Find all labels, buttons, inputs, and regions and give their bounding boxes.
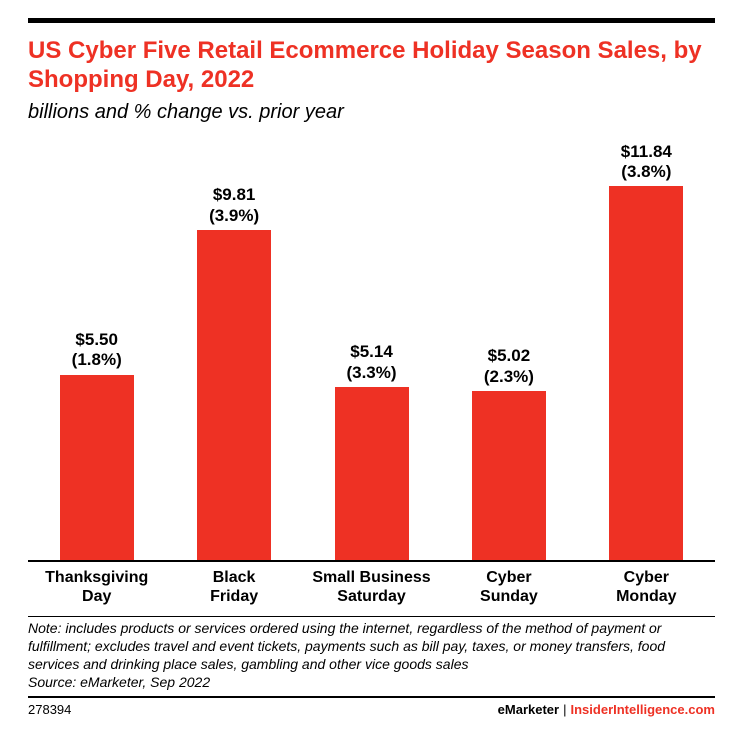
- category-label: Small BusinessSaturday: [303, 568, 440, 606]
- bottom-rule: [28, 696, 715, 698]
- brand-separator: |: [563, 702, 566, 717]
- footer-brands: eMarketer | InsiderIntelligence.com: [498, 702, 715, 717]
- source-line: Source: eMarketer, Sep 2022: [28, 674, 715, 690]
- bar-slot: $5.14(3.3%): [303, 142, 440, 560]
- bar-slot: $5.50(1.8%): [28, 142, 165, 560]
- bar-slot: $5.02(2.3%): [440, 142, 577, 560]
- bar-slot: $11.84(3.8%): [578, 142, 715, 560]
- bar: [60, 375, 134, 560]
- category-axis: ThanksgivingDayBlackFridaySmall Business…: [28, 568, 715, 606]
- bar: [472, 391, 546, 560]
- top-rule: [28, 18, 715, 23]
- bar: [335, 387, 409, 560]
- footer: 278394 eMarketer | InsiderIntelligence.com: [28, 702, 715, 717]
- category-label: CyberMonday: [578, 568, 715, 606]
- bar-value-label: $5.50(1.8%): [72, 330, 122, 371]
- footnote: Note: includes products or services orde…: [28, 619, 715, 674]
- bar-value-label: $5.02(2.3%): [484, 346, 534, 387]
- note-rule: [28, 616, 715, 617]
- category-label: CyberSunday: [440, 568, 577, 606]
- bar-slot: $9.81(3.9%): [165, 142, 302, 560]
- bar-value-label: $9.81(3.9%): [209, 185, 259, 226]
- bar-value-label: $11.84(3.8%): [621, 142, 672, 183]
- category-label: BlackFriday: [165, 568, 302, 606]
- bar: [197, 230, 271, 560]
- brand-emarketer: eMarketer: [498, 702, 559, 717]
- chart-subtitle: billions and % change vs. prior year: [28, 101, 715, 124]
- chart-title: US Cyber Five Retail Ecommerce Holiday S…: [28, 37, 715, 95]
- brand-insider: InsiderIntelligence.com: [571, 702, 716, 717]
- bar-value-label: $5.14(3.3%): [346, 342, 396, 383]
- bar-chart: $5.50(1.8%) $9.81(3.9%) $5.14(3.3%) $5.02(2…: [28, 142, 715, 562]
- bar: [609, 186, 683, 559]
- chart-id: 278394: [28, 702, 71, 717]
- category-label: ThanksgivingDay: [28, 568, 165, 606]
